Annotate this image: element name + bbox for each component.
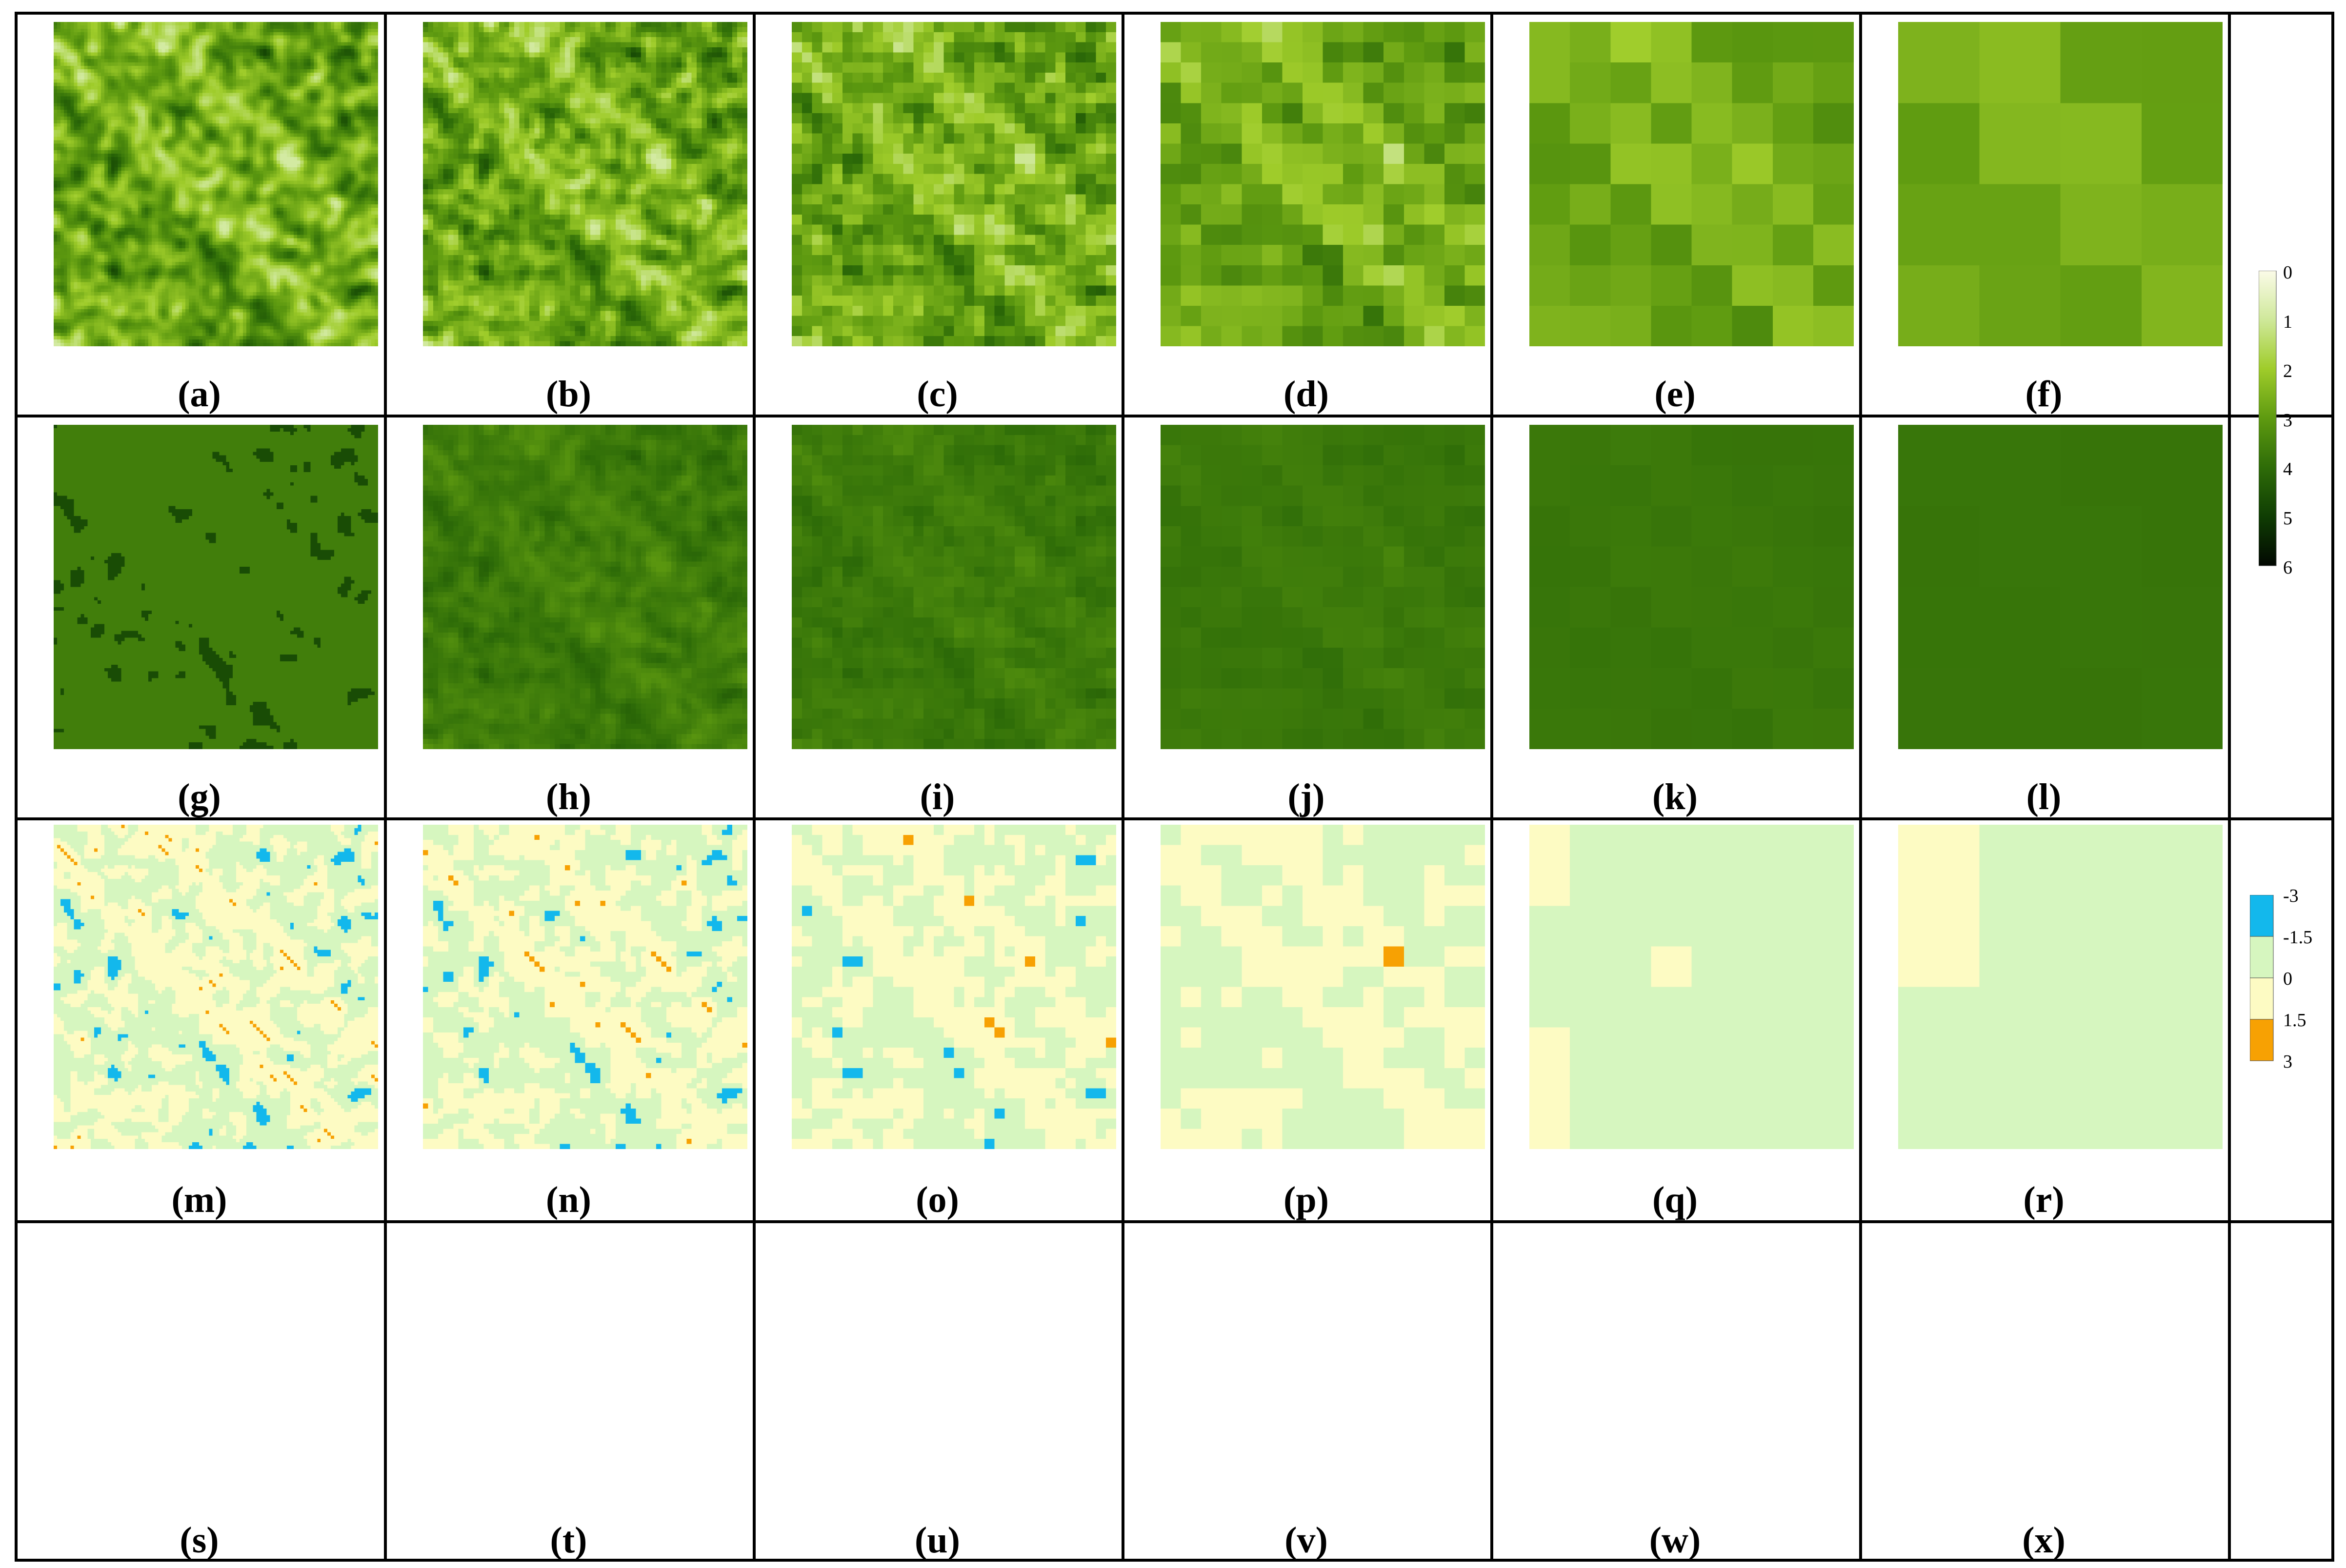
panel-label: (c) [860,376,1016,413]
panel-label: (t) [491,1522,647,1559]
panel-label: (j) [1228,778,1384,815]
panel-label: (h) [491,778,647,815]
colorbar-tick-label: -1.5 [2283,928,2312,947]
difference-colorbar [2250,895,2274,1061]
grid-line [1490,12,1493,1562]
grid-line [384,12,387,1562]
colorbar-tick-label: 3 [2283,1052,2292,1071]
panel-label: (o) [860,1181,1016,1218]
colorbar-tick-label: 4 [2283,460,2292,478]
map-panel-k [1529,425,1854,749]
map-panel-m [54,825,378,1149]
colorbar-tick-label: 1 [2283,313,2292,331]
panel-label: (d) [1228,376,1384,413]
panel-label: (i) [860,778,1016,815]
panel-label: (f) [1966,376,2122,413]
map-panel-c [792,22,1116,346]
grid-line [2331,12,2334,1562]
grid-line [753,12,756,1562]
grid-line [1122,12,1124,1562]
map-panel-d [1161,22,1485,346]
grid-line [1859,12,1862,1562]
map-panel-a [54,22,378,346]
colorbar-tick-label: 0 [2283,970,2292,988]
map-panel-r [1898,825,2223,1149]
colorbar-tick-label: 2 [2283,362,2292,380]
colorbar-class [2250,1019,2274,1061]
colorbar-tick-label: 6 [2283,558,2292,577]
panel-label: (x) [1966,1522,2122,1559]
panel-label: (b) [491,376,647,413]
panel-label: (l) [1966,778,2122,815]
colorbar-class [2250,977,2274,1020]
map-panel-g [54,425,378,749]
map-panel-i [792,425,1116,749]
colorbar-class [2250,936,2274,978]
colorbar-tick-label: 1.5 [2283,1011,2306,1030]
colorbar-class [2250,895,2274,937]
panel-label: (k) [1597,778,1753,815]
colorbar-tick-label: 0 [2283,263,2292,282]
panel-label: (v) [1228,1522,1384,1559]
grid-line [15,12,18,1562]
green-colorbar [2259,271,2277,566]
panel-label: (m) [121,1181,278,1218]
map-panel-p [1161,825,1485,1149]
panel-label: (u) [860,1522,1016,1559]
colorbar-tick-label: -3 [2283,887,2299,905]
panel-label: (a) [121,376,278,413]
panel-label: (q) [1597,1181,1753,1218]
panel-label: (g) [121,778,278,815]
panel-label: (s) [121,1522,278,1559]
map-panel-h [423,425,747,749]
map-panel-l [1898,425,2223,749]
panel-label: (r) [1966,1181,2122,1218]
grid-line [15,415,2334,417]
colorbar-tick-label: 3 [2283,411,2292,430]
map-panel-f [1898,22,2223,346]
panel-label: (e) [1597,376,1753,413]
grid-line [15,1220,2334,1223]
grid-line [15,817,2334,820]
map-panel-n [423,825,747,1149]
map-panel-q [1529,825,1854,1149]
colorbar-tick-label: 5 [2283,509,2292,528]
panel-label: (p) [1228,1181,1384,1218]
grid-line [15,12,2334,15]
map-panel-o [792,825,1116,1149]
map-panel-b [423,22,747,346]
panel-label: (w) [1597,1522,1753,1559]
grid-line [15,1559,2334,1562]
map-panel-e [1529,22,1854,346]
grid-line [2228,12,2231,1562]
panel-label: (n) [491,1181,647,1218]
map-panel-j [1161,425,1485,749]
